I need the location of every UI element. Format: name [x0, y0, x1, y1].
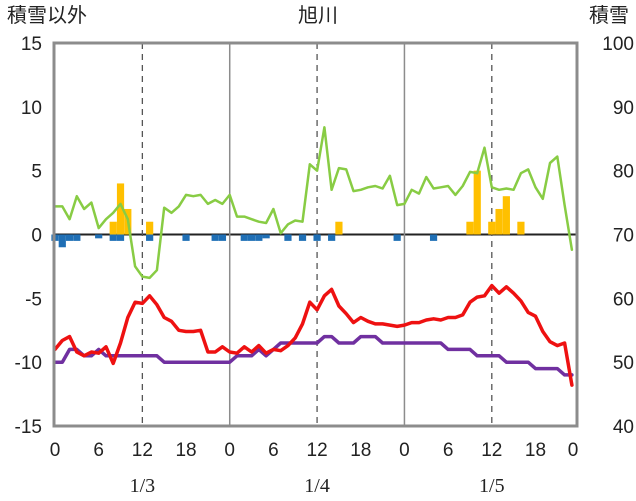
snowfall-bar [109, 221, 117, 235]
precip-bar [58, 234, 66, 248]
snowfall-bar [116, 183, 125, 235]
x-tick-label: 18 [350, 440, 371, 461]
x-tick-label: 6 [443, 440, 454, 461]
precip-bar [116, 234, 125, 241]
x-tick-label: 12 [481, 440, 502, 461]
x-tick-label: 6 [268, 440, 279, 461]
precip-bar [313, 234, 321, 241]
precip-bar [65, 234, 74, 241]
date-label: 1/5 [479, 475, 505, 497]
left-tick-label: 10 [21, 98, 42, 119]
x-tick-label: 18 [525, 440, 546, 461]
wind-speed-line [53, 126, 574, 280]
snowfall-bar [488, 221, 496, 235]
snowfall-bar [502, 196, 510, 235]
precip-bar [393, 234, 401, 241]
chart-title: 旭川 [298, 4, 338, 27]
left-tick-label: -15 [15, 417, 42, 438]
precip-bar [218, 234, 227, 241]
snowfall-bar [466, 221, 474, 235]
precip-bar [298, 234, 307, 241]
precip-bar [95, 234, 103, 239]
left-axis-label: 積雪以外 [7, 4, 87, 27]
precip-bar [247, 234, 256, 241]
x-tick-label: 18 [175, 440, 196, 461]
precip-bar [182, 234, 190, 241]
x-tick-label: 12 [307, 440, 328, 461]
right-tick-label: 80 [613, 162, 634, 183]
precip-bar [328, 234, 336, 241]
right-tick-label: 90 [613, 98, 634, 119]
left-tick-label: 5 [31, 162, 42, 183]
x-tick-label: 6 [93, 440, 104, 461]
precip-bar [73, 234, 81, 241]
snowfall-bar [495, 208, 503, 235]
series-lines [53, 126, 574, 387]
right-tick-label: 60 [613, 289, 634, 310]
date-label: 1/3 [130, 475, 156, 497]
precip-bar [255, 234, 263, 241]
left-tick-label: -5 [25, 289, 42, 310]
right-tick-label: 50 [613, 353, 634, 374]
precip-bar [429, 234, 438, 241]
right-tick-label: 40 [613, 417, 634, 438]
right-tick-label: 70 [613, 226, 634, 247]
temperature-line [53, 283, 574, 387]
x-tick-label: 0 [568, 440, 579, 461]
snowfall-bar [146, 221, 154, 235]
date-label: 1/4 [304, 475, 330, 497]
x-tick-label: 0 [224, 440, 235, 461]
snowfall-bar [473, 170, 481, 235]
left-tick-label: 15 [21, 34, 42, 55]
x-tick-label: 0 [399, 440, 410, 461]
precip-bar [146, 234, 154, 241]
right-tick-label: 100 [602, 34, 634, 55]
x-tick-label: 0 [50, 440, 61, 461]
snowfall-bar [517, 221, 525, 235]
snow-depth-line [53, 334, 574, 377]
precip-bar [284, 234, 292, 241]
snowfall-bar [335, 221, 343, 235]
left-tick-label: -10 [15, 353, 42, 374]
right-axis-label: 積雪 [589, 4, 629, 27]
precip-bar [211, 234, 219, 241]
x-tick-label: 12 [132, 440, 153, 461]
left-tick-label: 0 [31, 226, 42, 247]
bars [51, 170, 525, 248]
precip-bar [262, 234, 270, 239]
plot-frame [52, 41, 579, 428]
precip-bar [109, 234, 117, 241]
precip-bar [240, 234, 248, 241]
